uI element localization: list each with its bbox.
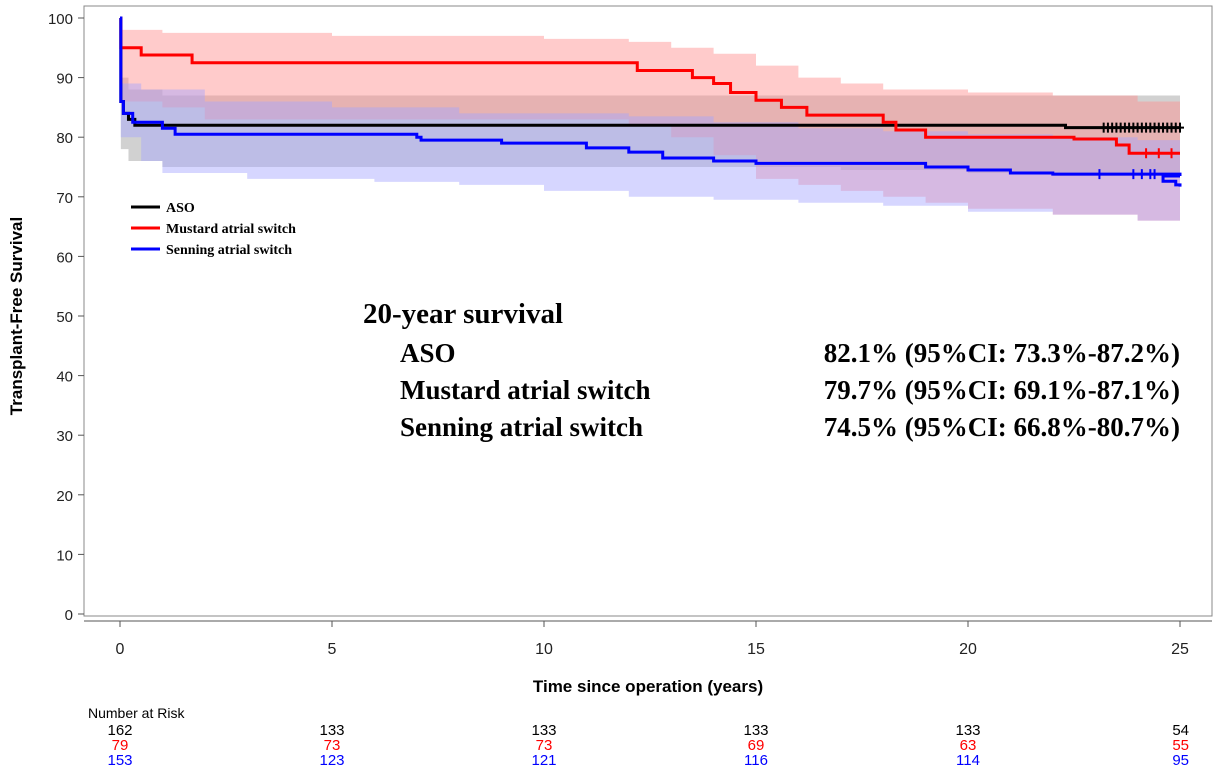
y-tick-label: 60 [56,249,73,266]
y-axis-label: Transplant-Free Survival [7,217,26,415]
risk-count: 73 [536,737,553,754]
y-tick-label: 90 [56,71,73,88]
y-tick-label: 20 [56,488,73,505]
legend-label-2: Senning atrial switch [166,243,292,258]
risk-count: 133 [531,722,556,739]
y-tick-label: 40 [56,369,73,386]
risk-count: 133 [955,722,980,739]
censor-mark [1095,169,1104,180]
annotation-label-1: Mustard atrial switch [400,375,650,405]
risk-count: 69 [748,737,765,754]
x-tick-label: 15 [747,641,765,658]
plot-frame [83,5,1213,617]
censor-mark [1137,169,1146,180]
risk-count: 114 [956,752,980,769]
y-tick-label: 80 [56,130,73,147]
censor-mark [1150,169,1159,180]
risk-count: 95 [1172,752,1189,769]
risk-count: 162 [107,722,132,739]
risk-count: 73 [324,737,341,754]
censor-mark [1176,122,1184,133]
survival-line-2 [119,16,1182,176]
x-tick-label: 25 [1171,641,1189,658]
x-tick-label: 0 [116,641,125,658]
annotation-value-0: 82.1% (95%CI: 73.3%-87.2%) [824,338,1180,368]
ci-band-0 [120,18,1180,179]
annotation-label-2: Senning atrial switch [400,412,643,442]
annotation-value-2: 74.5% (95%CI: 66.8%-80.7%) [824,412,1180,442]
censor-mark [1142,148,1151,159]
risk-count: 153 [107,752,132,769]
risk-count: 79 [112,737,129,754]
x-axis-label: Time since operation (years) [533,677,763,696]
risk-count: 63 [960,737,977,754]
y-tick-label: 100 [48,11,73,28]
x-tick-label: 10 [535,641,553,658]
risk-count: 123 [319,752,344,769]
risk-table-title: Number at Risk [88,705,185,721]
risk-count: 116 [744,752,768,769]
risk-count: 133 [319,722,344,739]
legend-label-1: Mustard atrial switch [166,222,296,237]
censor-mark [1129,169,1138,180]
survival-curves [119,16,1182,187]
annotation-heading: 20-year survival [363,298,563,330]
censor-mark [1167,148,1176,159]
x-tick-label: 20 [959,641,977,658]
y-tick-label: 30 [56,428,73,445]
risk-count: 54 [1172,722,1189,739]
y-tick-label: 10 [56,547,73,564]
legend: ASO Mustard atrial switch Senning atrial s… [131,201,296,258]
axes: 0 10 20 30 40 50 60 70 80 90 100 0 5 10 15 20 25 [48,11,1212,658]
annotation-label-0: ASO [400,338,456,368]
annotation-value-1: 79.7% (95%CI: 69.1%-87.1%) [824,375,1180,405]
x-tick-label: 5 [328,641,337,658]
censor-marks [1095,122,1184,180]
risk-count: 55 [1172,737,1189,754]
y-tick-label: 70 [56,190,73,207]
risk-count: 133 [743,722,768,739]
censor-mark [1154,148,1163,159]
survival-line-1 [119,16,1180,155]
survival-annotation: 20-year survival ASO 82.1% (95%CI: 73.3%-8… [363,298,1180,442]
risk-count: 121 [531,752,556,769]
y-tick-label: 50 [56,309,73,326]
legend-label-0: ASO [166,201,195,216]
ci-band-1 [120,18,1180,227]
survival-line-tail-2 [1161,174,1182,187]
y-tick-label: 0 [65,607,73,624]
